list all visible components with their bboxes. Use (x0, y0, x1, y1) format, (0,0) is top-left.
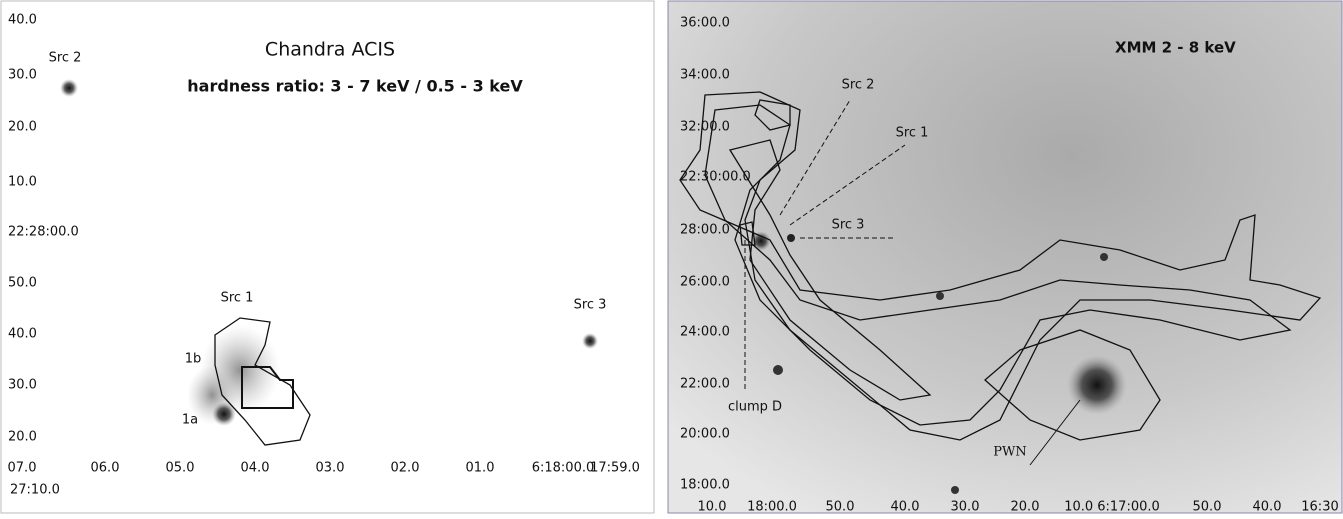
title: XMM 2 - 8 keV (1115, 39, 1236, 57)
y-label: 24:00.0 (680, 325, 730, 340)
source-label: Src 2 (49, 51, 82, 66)
source-label: Src 3 (832, 218, 865, 233)
star (773, 365, 783, 375)
y-label: 32:00.0 (680, 120, 730, 135)
left-panel (0, 0, 655, 514)
x-label: 6:18:00.0 (532, 461, 595, 476)
y-label: 40.0 (8, 327, 37, 342)
y-label: 28:00.0 (680, 223, 730, 238)
pointer (779, 99, 851, 216)
y-label: 20:00.0 (680, 427, 730, 442)
y-label: 22:00.0 (680, 377, 730, 392)
x-label: 04.0 (241, 461, 270, 476)
source-label: 1b (185, 352, 202, 367)
source-label: Src 2 (842, 78, 875, 93)
star (1100, 253, 1108, 261)
x-label: 07.0 (8, 461, 37, 476)
source-blob (212, 402, 236, 426)
x-label: 02.0 (391, 461, 420, 476)
x-label: 40.0 (1253, 500, 1282, 515)
x-label: 05.0 (166, 461, 195, 476)
region-box (241, 366, 294, 409)
x-label: 27:10.0 (10, 483, 60, 498)
pwn-blob (1067, 355, 1127, 415)
right-panel (667, 0, 1343, 514)
y-label: 22:30:00.0 (680, 170, 751, 185)
source-label: clump D (728, 400, 782, 415)
x-label: 30.0 (951, 500, 980, 515)
y-label: 20.0 (8, 120, 37, 135)
x-label: 06.0 (91, 461, 120, 476)
x-label: 01.0 (466, 461, 495, 476)
star (951, 486, 959, 494)
x-label: 20.0 (1011, 500, 1040, 515)
x-label: 17:59.0 (590, 461, 640, 476)
pointer (1029, 399, 1081, 466)
x-label: 03.0 (316, 461, 345, 476)
title: Chandra ACIS (265, 39, 395, 61)
y-label: 26:00.0 (680, 275, 730, 290)
y-label: 36:00.0 (680, 16, 730, 31)
source-blob (787, 234, 795, 242)
y-label: 34:00.0 (680, 68, 730, 83)
source-label: Src 1 (221, 291, 254, 306)
x-label: 50.0 (826, 500, 855, 515)
x-label: 10.0 6:17:00.0 (1064, 500, 1160, 515)
source-label: PWN (993, 445, 1026, 460)
y-label: 10.0 (8, 175, 37, 190)
y-label: 20.0 (8, 430, 37, 445)
contours (679, 91, 1322, 441)
source-label: Src 1 (896, 126, 929, 141)
pointer (789, 144, 906, 226)
subtitle: hardness ratio: 3 - 7 keV / 0.5 - 3 keV (187, 77, 523, 96)
y-label: 18:00.0 (680, 478, 730, 493)
source-blob (60, 79, 78, 97)
y-label: 40.0 (8, 13, 37, 28)
x-label: 50.0 (1193, 500, 1222, 515)
y-label: 30.0 (8, 68, 37, 83)
y-label: 22:28:00.0 (8, 225, 79, 240)
y-label: 30.0 (8, 378, 37, 393)
x-label: 18:00.0 (747, 500, 797, 515)
x-label: 16:30 (1301, 500, 1338, 515)
source-label: 1a (182, 413, 198, 428)
x-label: 10.0 (698, 500, 727, 515)
star (936, 292, 944, 300)
x-label: 40.0 (891, 500, 920, 515)
source-blob (582, 333, 598, 349)
y-label: 50.0 (8, 276, 37, 291)
contour (214, 317, 311, 446)
source-blob (751, 231, 771, 251)
source-label: Src 3 (574, 298, 607, 313)
